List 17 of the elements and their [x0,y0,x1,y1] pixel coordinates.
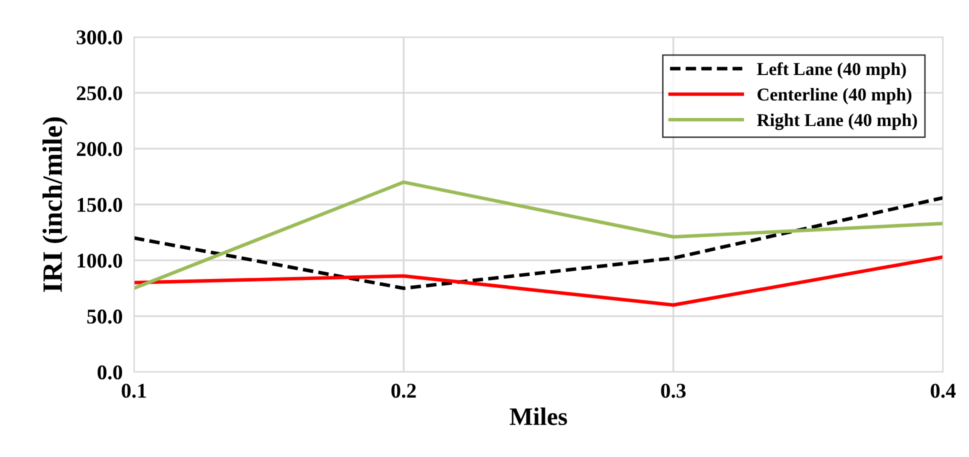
y-tick-label: 150.0 [78,198,122,212]
y-axis-title: IRI (inch/mile) [42,117,68,292]
line-series [134,255,943,307]
y-tick-label: 50.0 [87,310,122,324]
y-tick-label: 200.0 [76,142,122,156]
legend-label: Left Lane (40 mph) [757,62,906,79]
x-tick-label: 0.4 [930,384,956,398]
legend-label: Centerline (40 mph) [758,88,912,104]
legend-label: Right Lane (40 mph) [757,113,917,130]
x-tick-label: 0.3 [661,384,686,398]
y-tick-label: 250.0 [76,86,122,100]
x-tick-label: 0.1 [122,384,146,398]
x-axis-title: Miles [510,408,568,426]
x-tick-label: 0.2 [391,384,416,398]
y-tick-label: 300.0 [76,30,122,45]
y-tick-label: 0.0 [98,365,122,380]
y-tick-label: 100.0 [78,254,122,268]
